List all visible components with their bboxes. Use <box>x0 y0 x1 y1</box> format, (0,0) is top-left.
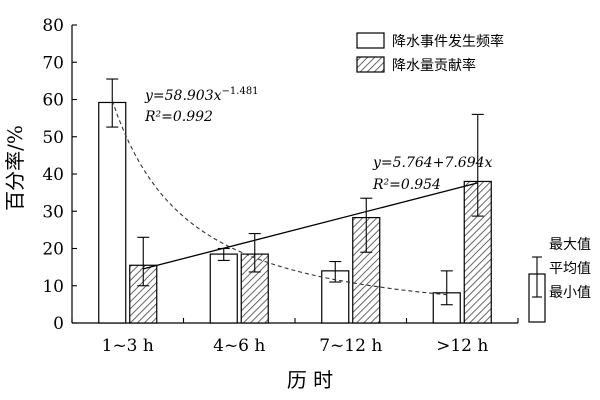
x-tick-label: 1~3 h <box>102 336 154 356</box>
y-axis-title: 百分率/% <box>3 125 27 211</box>
x-tick-label: >12 h <box>436 336 488 356</box>
y-tick-label: 40 <box>42 165 64 185</box>
y-tick-label: 50 <box>42 128 64 148</box>
power-fit-curve <box>111 100 447 296</box>
plot-area: 0 10 20 30 40 50 60 70 80 1~3 h 4~6 h 7~12 h >12 h <box>42 16 519 356</box>
power-fit-r2: R²=0.992 <box>144 109 213 125</box>
fit-curves <box>111 100 478 296</box>
bar-frequency <box>209 253 238 324</box>
linear-fit-equation: y=5.764+7.694x <box>372 155 493 171</box>
y-tick-label: 30 <box>42 202 64 222</box>
x-tick-label: 4~6 h <box>213 336 265 356</box>
y-tick-label: 20 <box>42 240 64 260</box>
y-tick-label: 80 <box>42 16 64 36</box>
bar-frequency <box>98 101 127 324</box>
x-axis-title: 历 时 <box>287 368 333 392</box>
errorbar-key-mean: 平均值 <box>549 261 591 277</box>
power-fit-equation: y=58.903x−1.481 <box>144 86 259 104</box>
power-fit-formula: y=58.903x <box>144 88 222 104</box>
legend-label-frequency: 降水事件发生频率 <box>392 33 504 50</box>
linear-fit-line <box>143 182 478 270</box>
y-tick-label: 0 <box>53 314 64 334</box>
y-tick-label: 60 <box>42 91 64 111</box>
legend-label-contribution: 降水量贡献率 <box>392 57 476 74</box>
errorbar-key-max: 最大值 <box>549 237 591 253</box>
x-tick-label: 7~12 h <box>319 336 382 356</box>
y-tick-label: 10 <box>42 277 64 297</box>
legend-swatch-frequency <box>356 32 385 49</box>
power-fit-exponent: −1.481 <box>222 86 259 97</box>
linear-fit-r2: R²=0.954 <box>372 177 441 193</box>
errorbar-key: 最大值 平均值 最小值 <box>528 237 591 323</box>
legend-swatch-contribution <box>356 56 385 73</box>
legend: 降水事件发生频率 降水量贡献率 <box>356 32 504 74</box>
bars <box>98 78 492 324</box>
y-tick-label: 70 <box>42 53 64 73</box>
errorbar-key-min: 最小值 <box>549 285 591 301</box>
